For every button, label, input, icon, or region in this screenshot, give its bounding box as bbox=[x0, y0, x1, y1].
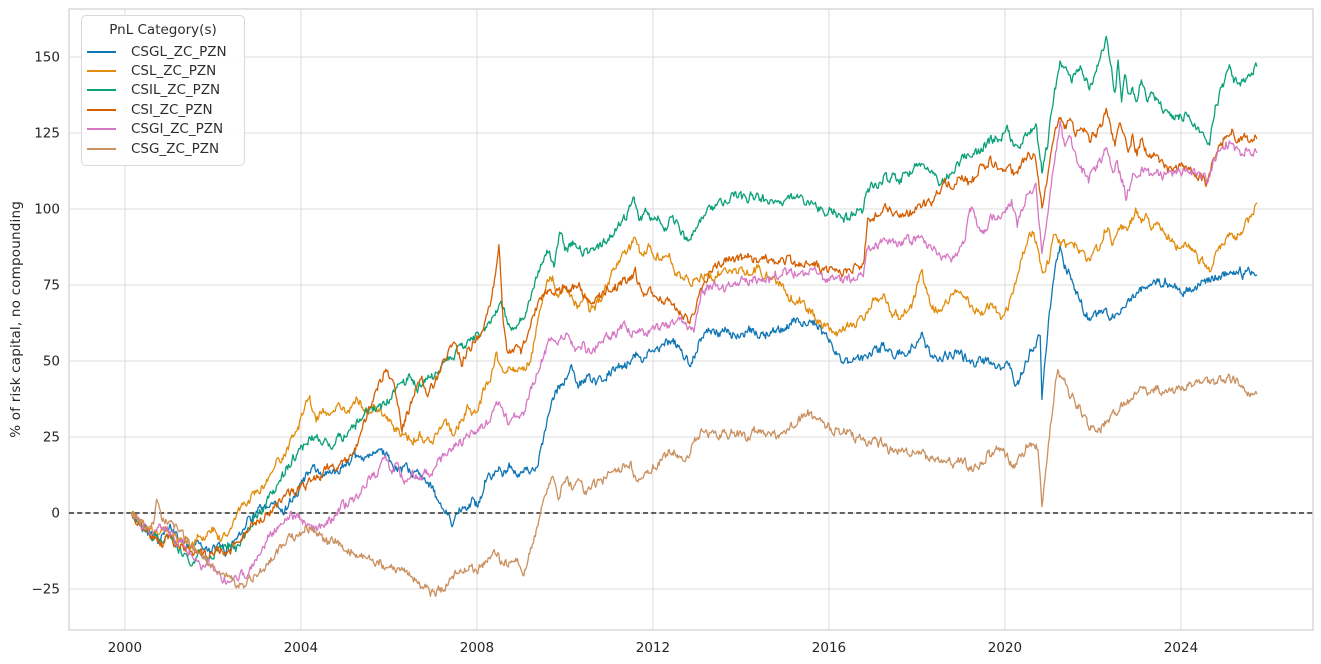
series-line-CSGL_ZC_PZN bbox=[130, 244, 1258, 557]
plot-border bbox=[68, 8, 1314, 631]
legend-label-csi: CSI_ZC_PZN bbox=[131, 101, 213, 118]
series-line-CSI_ZC_PZN bbox=[130, 107, 1258, 561]
tick-labels: 2000 2004 2008 2012 2016 2020 2024 −25 0 25 50 75 10… bbox=[32, 50, 1199, 656]
series-line-CSGI_ZC_PZN bbox=[130, 120, 1258, 585]
grid bbox=[69, 9, 1313, 630]
legend-title: PnL Category(s) bbox=[109, 22, 217, 38]
legend-item-csi: CSI_ZC_PZN bbox=[82, 100, 244, 119]
y-tick-label: 125 bbox=[34, 126, 60, 142]
y-tick-label: 0 bbox=[51, 505, 60, 521]
legend-line-swatch-csg bbox=[87, 147, 116, 150]
y-tick-label: −25 bbox=[32, 581, 61, 597]
y-tick-label: 75 bbox=[43, 278, 60, 294]
series-lines bbox=[130, 35, 1258, 597]
x-tick-label: 2020 bbox=[988, 640, 1022, 656]
legend-label-csl: CSL_ZC_PZN bbox=[131, 63, 217, 80]
x-tick-label: 2016 bbox=[812, 640, 846, 656]
x-tick-label: 2008 bbox=[460, 640, 494, 656]
legend-item-csg: CSG_ZC_PZN bbox=[82, 139, 244, 158]
legend-line-swatch-csgl bbox=[87, 50, 116, 53]
x-tick-label: 2012 bbox=[636, 640, 670, 656]
y-tick-label: 50 bbox=[43, 353, 60, 369]
series-line-CSIL_ZC_PZN bbox=[130, 35, 1258, 567]
legend: PnL Category(s) CSGL_ZC_PZN CSL_ZC_PZN C… bbox=[81, 15, 245, 167]
legend-line-swatch-csl bbox=[87, 70, 116, 73]
legend-item-csil: CSIL_ZC_PZN bbox=[82, 81, 244, 100]
series-line-CSG_ZC_PZN bbox=[130, 369, 1258, 597]
legend-line-swatch-csgi bbox=[87, 128, 116, 131]
legend-line-swatch-csi bbox=[87, 108, 116, 111]
legend-label-csgi: CSGI_ZC_PZN bbox=[131, 121, 224, 138]
legend-label-csg: CSG_ZC_PZN bbox=[131, 140, 220, 157]
legend-label-csil: CSIL_ZC_PZN bbox=[131, 82, 221, 99]
x-tick-label: 2004 bbox=[284, 640, 318, 656]
y-tick-label: 25 bbox=[43, 429, 60, 445]
legend-label-csgl: CSGL_ZC_PZN bbox=[131, 43, 227, 60]
legend-line-swatch-csil bbox=[87, 89, 116, 92]
legend-item-csgi: CSGI_ZC_PZN bbox=[82, 120, 244, 139]
x-tick-label: 2000 bbox=[108, 640, 142, 656]
y-tick-label: 100 bbox=[34, 202, 60, 218]
series-line-CSL_ZC_PZN bbox=[130, 202, 1258, 550]
legend-item-csl: CSL_ZC_PZN bbox=[82, 61, 244, 80]
legend-item-csgl: CSGL_ZC_PZN bbox=[82, 42, 244, 61]
x-tick-label: 2024 bbox=[1164, 640, 1198, 656]
y-tick-label: 150 bbox=[34, 50, 60, 66]
